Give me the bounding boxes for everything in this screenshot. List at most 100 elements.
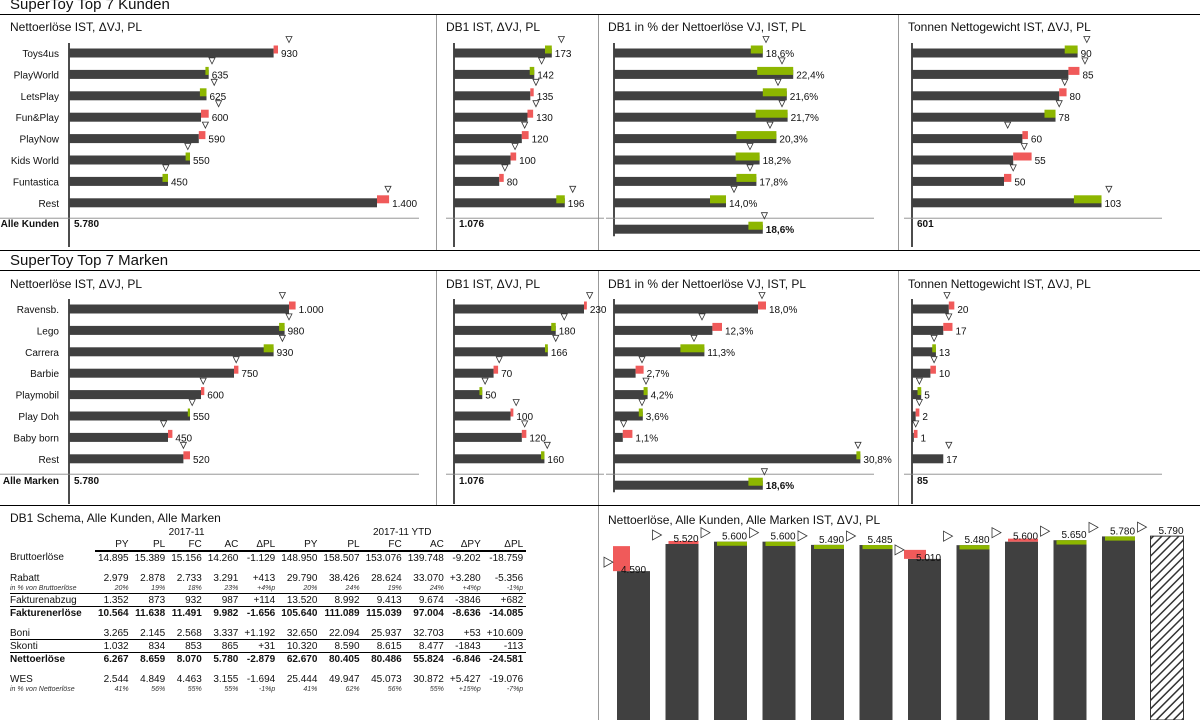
- value-label: 600: [212, 113, 229, 124]
- column-header: ΔPY: [446, 538, 484, 552]
- table-row: in % von Nettoerlöse 41% 56% 55% 55% -1%p 41% 6…: [10, 685, 526, 694]
- table-cell: 3.155: [213, 673, 239, 685]
- delta-negative: [493, 365, 499, 374]
- delta-negative: [168, 429, 173, 438]
- value-label: 18,6%: [766, 49, 794, 60]
- table-cell: 22.094: [328, 627, 360, 639]
- plan-marker: [557, 36, 566, 44]
- table-cell: 8.992: [320, 593, 363, 607]
- bar: [912, 454, 944, 464]
- table-cell: 5.780: [204, 652, 242, 665]
- plan-marker: [1061, 78, 1069, 87]
- delta-negative: [183, 451, 190, 460]
- table-cell: 11.491: [168, 606, 205, 619]
- panel-divider: [598, 506, 599, 720]
- category-label: Fun&Play: [16, 113, 59, 124]
- table-cell: +5.427: [449, 673, 481, 685]
- table-cell: 9.674: [404, 593, 447, 607]
- bar: [912, 112, 1056, 122]
- table-cell: -1843: [446, 639, 484, 653]
- plan-marker: [201, 121, 210, 129]
- value-label: 520: [193, 455, 210, 466]
- plan-marker: [1081, 57, 1089, 65]
- table-cell: 2.878: [140, 572, 166, 584]
- column: [1102, 536, 1135, 720]
- table-cell: 30.872: [413, 673, 444, 685]
- plan-marker: [532, 100, 540, 108]
- value-label: 18,6%: [766, 481, 794, 492]
- value-label: 80: [507, 177, 519, 188]
- bar: [69, 69, 209, 79]
- total-value: 5.780: [74, 476, 99, 487]
- table-cell: 32.650: [286, 627, 318, 639]
- value-label: 30,8%: [863, 455, 891, 466]
- plan-marker: [543, 441, 551, 450]
- delta-positive: [757, 66, 794, 75]
- value-label: 120: [532, 135, 549, 146]
- value-label: 17: [955, 326, 967, 337]
- delta-positive: [551, 322, 556, 331]
- column-header: ΔPL: [241, 538, 279, 552]
- value-label: 17: [946, 455, 958, 466]
- delta-positive: [1105, 536, 1135, 541]
- value-label: 5.650: [1062, 530, 1087, 541]
- table-cell: 45.073: [371, 673, 402, 685]
- delta-positive: [762, 88, 787, 97]
- row-label: Fakturenabzug: [10, 593, 95, 607]
- column: [617, 571, 650, 720]
- bar: [912, 176, 1004, 186]
- plan-marker: [214, 100, 223, 108]
- table-cell: +682: [483, 593, 527, 607]
- section-divider: [0, 270, 1200, 271]
- delta-positive: [162, 173, 168, 182]
- total-value: 1.076: [459, 476, 484, 487]
- bar: [614, 198, 726, 208]
- plan-marker: [652, 529, 663, 541]
- forecast-column: [1150, 535, 1184, 720]
- table-cell: 10.564: [95, 606, 132, 619]
- plan-marker: [560, 313, 568, 321]
- table-cell: 41%: [114, 686, 129, 693]
- plan-marker: [569, 185, 577, 194]
- plan-marker: [232, 356, 240, 364]
- bar: [454, 176, 500, 186]
- plan-marker: [943, 530, 954, 542]
- value-label: 100: [516, 412, 533, 423]
- delta-positive: [529, 66, 535, 75]
- table-row: Nettoerlöse 6.267 8.659 8.070 5.780 -2.879 62.…: [10, 652, 527, 665]
- value-label: 80: [1070, 92, 1082, 103]
- plan-marker: [495, 356, 503, 364]
- delta-negative: [622, 429, 633, 438]
- column-header: ΔPL: [483, 538, 527, 552]
- delta-negative: [1059, 88, 1067, 97]
- table-cell: 153.076: [365, 552, 402, 564]
- column-header: PY: [95, 538, 132, 552]
- delta-negative: [913, 429, 918, 438]
- plan-marker: [642, 377, 650, 385]
- table-cell: -6.846: [446, 652, 484, 665]
- section-divider: [0, 250, 1200, 251]
- table-cell: 19%: [151, 585, 166, 592]
- monthly-chart-title: Nettoerlöse, Alle Kunden, Alle Marken IS…: [608, 513, 881, 527]
- bar: [454, 454, 545, 464]
- bar: [912, 368, 931, 378]
- delta-positive: [717, 541, 747, 546]
- delta-negative: [758, 301, 766, 310]
- delta-negative: [635, 365, 644, 374]
- bar: [454, 48, 552, 58]
- table-cell: 4.849: [140, 673, 166, 685]
- delta-negative: [201, 109, 209, 118]
- plan-marker: [1009, 164, 1017, 172]
- table-cell: 80.405: [320, 652, 363, 665]
- plan-marker: [760, 468, 769, 476]
- table-cell: 55%: [187, 686, 202, 693]
- value-label: 120: [529, 433, 546, 444]
- table-cell: 8.477: [404, 639, 447, 653]
- plan-marker: [537, 57, 546, 65]
- value-label: 14,0%: [729, 199, 757, 210]
- section-divider: [0, 14, 1200, 15]
- table-cell: 1.032: [95, 639, 132, 653]
- value-label: 625: [210, 92, 227, 103]
- bar: [614, 304, 758, 314]
- table-cell: 19%: [387, 585, 402, 592]
